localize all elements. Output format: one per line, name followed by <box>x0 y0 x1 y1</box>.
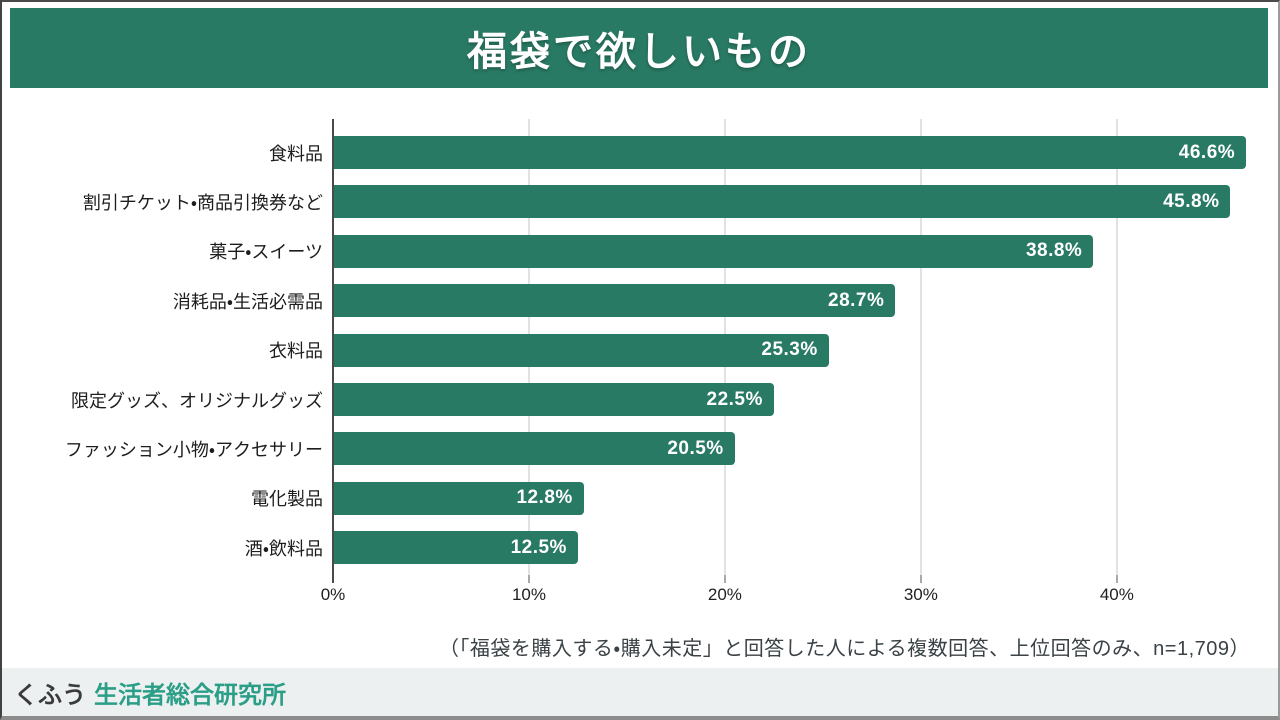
category-label: 電化製品 <box>251 489 323 510</box>
bar: 46.6% <box>333 136 1247 169</box>
category-label: 割引チケット・商品引換券など <box>82 192 323 213</box>
bar-value-label: 12.5% <box>510 536 567 558</box>
category-label: 酒・飲料品 <box>244 538 323 559</box>
bar: 12.5% <box>333 531 578 565</box>
survey-footnote: （「福袋を購入する・購入未定」と回答した人による複数回答、上位回答のみ、n=1,… <box>438 638 1250 660</box>
bar: 22.5% <box>333 383 774 416</box>
bar-value-label: 22.5% <box>706 388 763 410</box>
bar-value-label: 38.8% <box>1025 240 1083 262</box>
bar: 38.8% <box>333 234 1094 268</box>
category-label: ファッション小物・アクセサリー <box>64 439 323 460</box>
tick-mark <box>527 575 530 583</box>
category-label: 限定グッズ、オリジナルグッズ <box>71 390 323 411</box>
x-axis-tick-label: 10% <box>511 585 546 604</box>
bar-value-label: 46.6% <box>1178 141 1236 163</box>
x-axis-tick-label: 20% <box>707 585 742 604</box>
gridline <box>919 119 922 575</box>
brand-logo-kufu: くふう <box>14 681 86 709</box>
gridline <box>1115 119 1118 575</box>
category-label: 消耗品・生活必需品 <box>172 291 323 312</box>
x-axis-tick-label: 30% <box>903 585 938 604</box>
tick-mark <box>1115 575 1118 583</box>
bar-value-label: 12.8% <box>516 487 573 509</box>
bar: 28.7% <box>333 284 896 318</box>
bar: 20.5% <box>333 432 735 466</box>
category-label: 食料品 <box>269 143 323 164</box>
bar-value-label: 28.7% <box>828 289 885 311</box>
bar-value-label: 45.8% <box>1163 190 1220 212</box>
tick-mark <box>723 575 726 583</box>
header-band: 福袋で欲しいもの <box>10 8 1268 88</box>
bar-value-label: 25.3% <box>761 339 818 361</box>
bar-value-label: 20.5% <box>667 437 724 459</box>
category-label: 衣料品 <box>269 341 323 362</box>
tick-mark <box>919 575 922 583</box>
bar: 25.3% <box>333 333 829 367</box>
bar: 12.8% <box>333 481 584 515</box>
y-axis-line <box>332 119 334 583</box>
x-axis-tick-label: 0% <box>320 585 346 604</box>
category-label: 菓子・スイーツ <box>209 242 323 263</box>
x-axis-tick-label: 40% <box>1099 585 1134 604</box>
bar: 45.8% <box>333 185 1231 219</box>
footer-band: くふう 生活者総合研究所 <box>2 668 1278 716</box>
brand-logo-institute: 生活者総合研究所 <box>94 681 286 709</box>
page-title: 福袋で欲しいもの <box>467 30 811 74</box>
